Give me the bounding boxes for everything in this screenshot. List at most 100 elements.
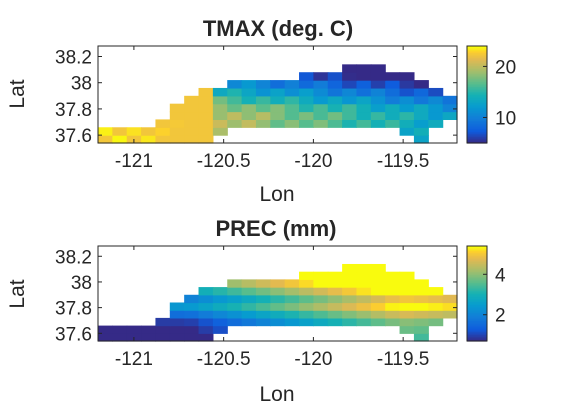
colorbar-segment [467, 252, 487, 255]
heatmap-cell [184, 127, 200, 136]
heatmap-cell [370, 302, 386, 311]
heatmap-cell [327, 95, 343, 105]
colorbar-segment [467, 249, 487, 252]
heatmap-cell [198, 294, 214, 304]
heatmap-cell [255, 80, 271, 89]
heatmap-cell [428, 111, 444, 120]
heatmap-cell [370, 317, 386, 327]
heatmap-cell [399, 127, 415, 136]
heatmap-cell [342, 310, 358, 319]
heatmap-cell [270, 294, 286, 304]
panel-prec: PREC (mm) -121 -120.5 -120 -119.5 37.637.83… [6, 216, 506, 406]
heatmap-cell [198, 135, 214, 144]
heatmap-cell [198, 119, 214, 128]
heatmap-cell [227, 87, 243, 97]
colorbar-segment [467, 246, 487, 249]
colorbar-segment [467, 120, 487, 123]
x-tick-label: -120 [294, 151, 332, 172]
heatmap-cell [327, 271, 343, 280]
heatmap-cell [327, 111, 343, 120]
heatmap-cell [399, 302, 415, 311]
colorbar-segment [467, 285, 487, 288]
colorbar-segment [467, 118, 487, 121]
heatmap-cell [212, 294, 228, 304]
heatmap-cell [356, 72, 372, 81]
heatmap-cell [399, 294, 415, 304]
colorbar-segment [467, 70, 487, 73]
heatmap-cell [299, 95, 314, 105]
colorbar-segment [467, 94, 487, 97]
heatmap-cell [270, 119, 286, 128]
heatmap-cell [198, 111, 214, 120]
colorbar-segment [467, 89, 487, 92]
heatmap-cell [399, 317, 415, 327]
heatmap-cell [356, 95, 372, 105]
heatmap-cell [413, 95, 429, 105]
heatmap-cell [399, 279, 415, 288]
heatmap-cell [227, 310, 243, 319]
heatmap-cell [227, 294, 243, 304]
heatmap-cell [270, 279, 286, 288]
heatmap-cell [342, 271, 358, 280]
colorbar-segment [467, 336, 487, 339]
heatmap-cell [270, 111, 286, 120]
heatmap-cell [327, 103, 343, 113]
heatmap-cell [327, 80, 343, 89]
colorbar-tick-label: 4 [495, 265, 506, 286]
heatmap-cell [385, 271, 401, 280]
heatmap-cell [399, 310, 415, 319]
heatmap-cell [428, 294, 444, 304]
colorbar-segment [467, 123, 487, 126]
colorbar-segment [467, 71, 487, 75]
colorbar-frame [466, 245, 488, 342]
colorbar-segment [467, 334, 487, 337]
colorbar-segment [467, 296, 487, 299]
colorbar-segment [467, 65, 487, 68]
heatmap-cell [413, 87, 429, 97]
heatmap-cell [428, 119, 444, 128]
heatmap-cell [385, 279, 401, 288]
heatmap-cell [126, 127, 142, 136]
heatmap-cell [342, 302, 358, 311]
heatmap-cell [385, 103, 401, 113]
colorbar-segment [467, 307, 487, 310]
heatmap-cell [327, 302, 343, 311]
heatmap-cell [385, 317, 401, 327]
heatmap-cell [284, 103, 300, 113]
heatmap-cell [385, 95, 401, 105]
heatmap-cell [255, 294, 271, 304]
heatmap-cell [413, 111, 429, 120]
colorbar-segment [467, 325, 487, 328]
heatmap-cell [428, 95, 444, 105]
heatmap-cell [169, 103, 185, 113]
colorbar-segment [467, 279, 487, 282]
colorbar-segment [467, 133, 487, 136]
heatmap-cell [442, 294, 458, 304]
heatmap-cell [284, 80, 300, 89]
heatmap-cell [399, 103, 415, 113]
colorbar-segment [467, 288, 487, 291]
heatmap-cell [399, 271, 415, 280]
x-tick-label: -120.5 [197, 151, 251, 172]
prec-colorbar: 24 [466, 245, 506, 342]
colorbar-segment [467, 47, 487, 50]
heatmap-cell [98, 325, 113, 334]
colorbar-segment [467, 271, 487, 274]
heatmap-cell [255, 111, 271, 120]
prec-heatmap [98, 263, 458, 342]
colorbar-segment [467, 265, 487, 268]
heatmap-cell [284, 87, 300, 97]
heatmap-cell [299, 294, 314, 304]
heatmap-cell [255, 119, 271, 128]
colorbar-segment [467, 67, 487, 70]
colorbar-segment [467, 136, 487, 139]
heatmap-cell [227, 317, 243, 327]
colorbar-segment [467, 282, 487, 285]
colorbar-segment [467, 295, 487, 298]
heatmap-cell [342, 287, 358, 296]
heatmap-cell [270, 317, 286, 327]
heatmap-cell [198, 302, 214, 311]
heatmap-cell [399, 72, 415, 81]
colorbar-segment [467, 75, 487, 78]
heatmap-cell [327, 287, 343, 296]
